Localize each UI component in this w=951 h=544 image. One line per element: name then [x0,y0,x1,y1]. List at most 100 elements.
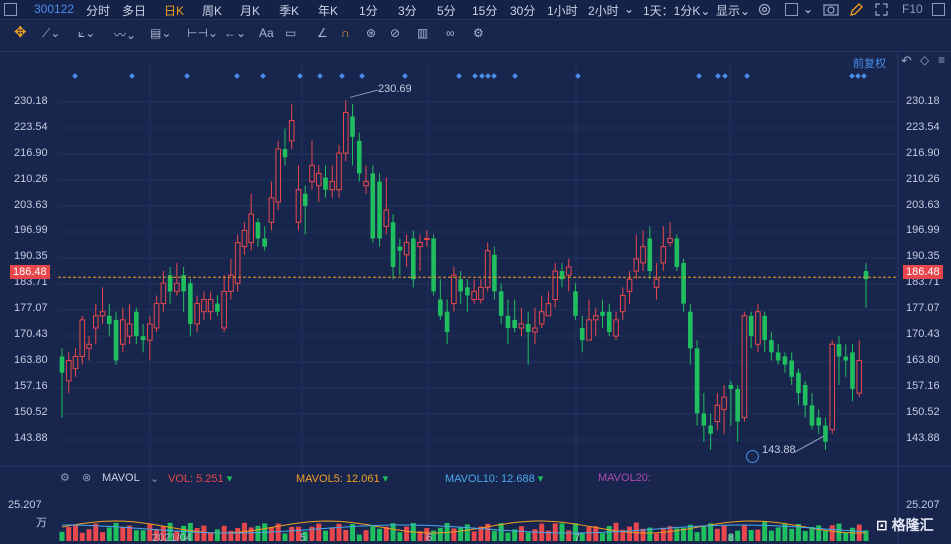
measure-icon[interactable]: ⊢⊣⌄ [187,26,218,40]
text-tool[interactable]: Aa [259,26,274,40]
stock-code[interactable]: 300122 [34,2,75,16]
period-tab-6[interactable]: 年K [318,4,339,18]
candle-body [829,343,836,431]
volume-bar [498,523,504,541]
volume-bar [390,523,396,541]
candle-body [492,254,497,292]
adjust-mode-label[interactable]: 前复权 [853,58,886,70]
candle-body [302,193,308,206]
candle-body [647,238,653,272]
candle-body [762,315,767,341]
candle-body [411,238,416,280]
volume-bar [491,530,497,541]
period-tab-7[interactable]: 1分 [359,4,378,18]
volume-bar [681,528,687,541]
candle-body [626,278,633,292]
volume-bar [275,523,281,541]
checkbox-square-icon[interactable] [785,3,798,16]
period-more-chevron-icon[interactable]: ⌄ [624,2,635,16]
period-tab-8[interactable]: 3分 [398,4,417,18]
volume-bar [59,531,65,541]
volume-bar [728,534,734,541]
volume-bar [674,528,680,541]
candle-body [106,315,112,324]
ruler-icon[interactable]: ∠ [317,26,328,40]
volume-bar [120,527,126,541]
volume-bar [194,528,200,541]
volume-bar [79,532,85,541]
x-axis-label-4: 8 [728,532,735,544]
volume-bar [417,531,423,541]
fibonacci-icon[interactable]: ▤⌄ [150,26,172,40]
volume-bar [127,525,133,541]
period-tab-5[interactable]: 季K [279,4,300,18]
interval-select[interactable]: 1天：1分K⌄ [643,2,710,19]
candle-body [241,229,248,248]
volume-bar [863,530,869,541]
volume-bar [316,523,322,541]
menu-icon[interactable]: ≡ [938,53,946,67]
period-tab-1[interactable]: 多日 [122,4,147,18]
settings-icon[interactable]: ⚙ [473,26,484,40]
chevron-down-icon[interactable]: ⌄ [803,2,814,16]
period-tab-12[interactable]: 1小时 [547,4,578,18]
candle-body [633,258,640,272]
magnet-icon[interactable]: ∩ [341,26,350,40]
lock-icon[interactable]: ⊛ [366,26,377,40]
volume-indicator-name[interactable]: MAVOL [102,472,140,484]
display-select[interactable]: 显示⌄ [716,2,750,19]
volume-bar [532,529,538,541]
indicator-chevron-icon[interactable]: ⌄ [150,473,160,485]
volume-close-icon[interactable]: ⊗ [82,472,92,484]
wave-tool-icon[interactable]: 〰⌄ [114,28,137,42]
candle-body [234,242,241,284]
mavol10-value: MAVOL10: 12.688 ▾ [445,472,543,485]
trash-icon[interactable]: ▥ [417,26,429,40]
volume-bar [654,533,660,541]
price-tick-right-4: 203.63 [906,199,940,211]
candle-body [701,413,707,426]
camera-icon[interactable] [823,2,839,16]
hide-icon[interactable]: ⊘ [390,26,401,40]
comment-icon[interactable]: ▭ [285,26,297,40]
period-tab-9[interactable]: 5分 [437,4,456,18]
panel-square-icon[interactable] [932,3,945,16]
period-tab-3[interactable]: 周K [202,4,223,18]
period-tab-11[interactable]: 30分 [510,4,536,18]
price-tick-8: 177.07 [14,302,48,314]
ray-line-icon[interactable]: ⟀⌄ [78,26,96,40]
move-crosshair-icon[interactable]: ✥ [14,24,27,41]
pencil-icon[interactable] [849,2,864,17]
drawing-toolbar: ✥ ⟋⌄ ⟀⌄ 〰⌄ ▤⌄ ⊢⊣⌄ ←⌄ Aa ▭ ∠ ∩ ⊛ ⊘ ▥ ∞ ⚙ [0,19,951,52]
gear-icon[interactable] [757,2,772,17]
volume-settings-gear-icon[interactable]: ⚙ [60,472,70,484]
eraser-icon[interactable]: ◇ [920,53,930,67]
candle-body [552,270,559,301]
price-tick-5: 196.99 [14,224,48,236]
event-marker [456,73,462,79]
period-tab-2[interactable]: 日K [164,4,185,18]
candle-body [181,275,186,292]
volume-bar [73,524,79,541]
window-square-icon[interactable] [4,3,17,16]
trend-line-icon[interactable]: ⟋⌄ [42,26,61,40]
event-marker [849,73,855,79]
candle-body [816,417,822,426]
arrow-tool-icon[interactable]: ←⌄ [224,26,247,40]
fullscreen-icon[interactable] [874,2,889,17]
event-marker [575,73,581,79]
period-tab-10[interactable]: 15分 [472,4,498,18]
link-icon[interactable]: ∞ [446,26,455,40]
x-axis-label-1: 5 [300,532,307,544]
f10-button[interactable]: F10 [902,2,923,16]
period-tab-0[interactable]: 分时 [86,4,111,18]
period-tab-13[interactable]: 2小时 [588,4,619,18]
candle-body [525,323,531,333]
low-target-icon [746,450,759,463]
price-tick-10: 163.80 [14,354,48,366]
candle-body [741,315,748,418]
volume-bar [113,523,119,541]
chart-area[interactable]: 前复权 ↶ ◇ ≡ 230.18 223.54 216.90 210.26 20… [0,52,951,543]
undo-icon[interactable]: ↶ [901,53,912,68]
period-tab-4[interactable]: 月K [240,4,261,18]
